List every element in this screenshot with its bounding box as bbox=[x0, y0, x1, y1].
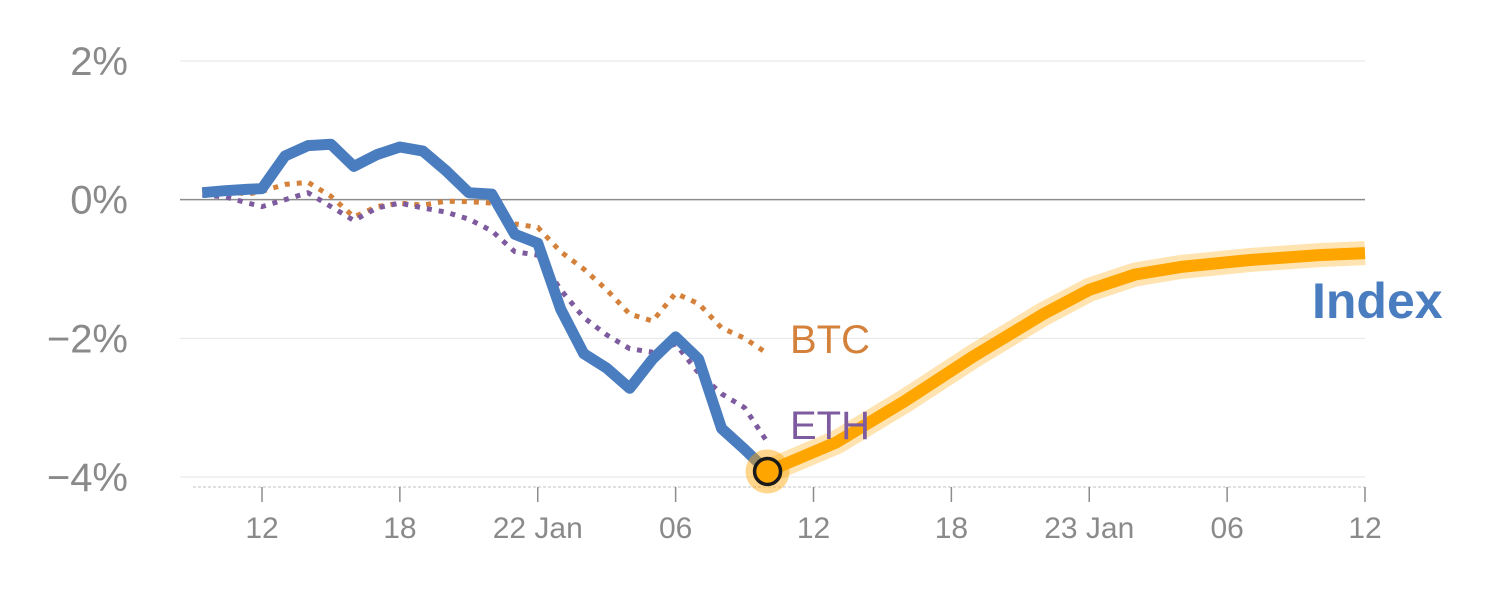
x-tick-label: 22 Jan bbox=[493, 512, 583, 545]
eth-label: ETH bbox=[790, 404, 870, 448]
x-tick-label: 23 Jan bbox=[1044, 512, 1134, 545]
x-tick-label: 18 bbox=[935, 512, 968, 545]
y-tick-label: 2% bbox=[70, 40, 128, 84]
x-tick-label: 12 bbox=[245, 512, 278, 545]
btc-label: BTC bbox=[790, 318, 870, 362]
y-tick-label: 0% bbox=[70, 179, 128, 223]
btc-line bbox=[202, 179, 769, 356]
y-tick-label: −4% bbox=[47, 456, 128, 500]
y-axis-ticks: 2% 0% −2% −4% bbox=[47, 40, 128, 500]
current-point-marker bbox=[752, 456, 783, 487]
index-label: Index bbox=[1312, 273, 1443, 329]
y-tick-label: −2% bbox=[47, 317, 128, 361]
x-tick-label: 06 bbox=[659, 512, 692, 545]
eth-line bbox=[202, 190, 770, 444]
x-axis: 12 18 22 Jan 06 12 18 23 Jan 06 12 bbox=[193, 486, 1382, 545]
series-lines bbox=[201, 138, 1366, 494]
series-labels: BTC ETH Index bbox=[790, 273, 1443, 448]
projection-line bbox=[765, 247, 1366, 478]
x-tick-label: 06 bbox=[1210, 512, 1243, 545]
index-line bbox=[201, 138, 772, 476]
x-tick-label: 12 bbox=[1348, 512, 1381, 545]
x-tick-label: 18 bbox=[383, 512, 416, 545]
x-tick-label: 12 bbox=[797, 512, 830, 545]
